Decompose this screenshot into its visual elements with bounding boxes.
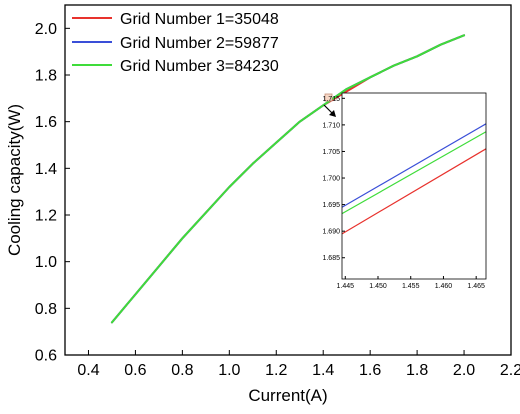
y-tick-label: 1.0 (35, 254, 57, 271)
main-x-ticks: 0.4 0.6 0.8 1.0 1.2 1.4 1.6 1.8 2.0 2.2 (77, 350, 520, 379)
inset-plot-frame (341, 92, 487, 280)
inset-series-line-3 (341, 131, 487, 215)
x-tick-label: 2.0 (453, 362, 475, 379)
series-line-3 (110, 34, 466, 324)
x-tick-label: 0.6 (124, 362, 146, 379)
inset-y-tick-label: 1.705 (322, 149, 340, 156)
y-tick-label: 2.0 (35, 21, 57, 38)
x-tick-label: 0.4 (77, 362, 99, 379)
inset-y-tick-label: 1.695 (322, 202, 340, 209)
zoom-arrow-icon (323, 104, 336, 117)
inset-x-tick-label: 1.455 (402, 283, 420, 290)
y-tick-label: 1.6 (35, 114, 57, 131)
y-tick-label: 0.6 (35, 348, 57, 365)
x-tick-label: 2.2 (500, 362, 520, 379)
y-tick-label: 1.2 (35, 208, 57, 225)
x-tick-label: 1.0 (218, 362, 240, 379)
main-series-group (110, 34, 466, 324)
x-tick-label: 1.8 (406, 362, 428, 379)
legend-label-1: Grid Number 1=35048 (120, 11, 279, 28)
y-axis-title: Cooling capacity(W) (5, 104, 24, 256)
inset-x-ticks: 1.445 1.450 1.455 1.460 1.465 (337, 276, 485, 290)
inset-y-tick-label: 1.690 (322, 229, 340, 236)
zoom-region-marker (324, 93, 333, 102)
inset-y-tick-label: 1.715 (322, 96, 340, 103)
y-tick-label: 1.4 (35, 161, 57, 178)
inset-x-tick-label: 1.450 (369, 283, 387, 290)
inset-plot-background (342, 93, 486, 279)
x-tick-label: 0.8 (171, 362, 193, 379)
inset-series-line-1 (341, 148, 487, 235)
legend-label-2: Grid Number 2=59877 (120, 35, 279, 52)
inset-y-tick-label: 1.685 (322, 255, 340, 262)
inset-x-tick-label: 1.445 (337, 283, 355, 290)
inset-y-ticks: 1.685 1.690 1.695 1.700 1.705 1.710 1.715 (322, 96, 345, 262)
legend-label-3: Grid Number 3=84230 (120, 58, 279, 75)
inset-series-group (341, 123, 487, 235)
y-tick-label: 0.8 (35, 301, 57, 318)
main-y-ticks: 0.6 0.8 1.0 1.2 1.4 1.6 1.8 2.0 (35, 21, 70, 365)
inset-series-line-2 (341, 123, 487, 208)
inset-y-tick-label: 1.710 (322, 122, 340, 129)
inset-plot: 1.445 1.450 1.455 1.460 1.465 1.685 1.690 1.69… (322, 92, 487, 290)
main-plot-frame (64, 4, 512, 356)
inset-x-tick-label: 1.465 (467, 283, 485, 290)
main-plot: 0.4 0.6 0.8 1.0 1.2 1.4 1.6 1.8 2.0 2.2 0.6 0.8 1.0… (5, 4, 520, 405)
legend: Grid Number 1=35048 Grid Number 2=59877 … (72, 11, 279, 75)
x-tick-label: 1.6 (359, 362, 381, 379)
inset-x-tick-label: 1.460 (435, 283, 453, 290)
y-tick-label: 1.8 (35, 68, 57, 85)
x-tick-label: 1.4 (312, 362, 334, 379)
x-axis-title: Current(A) (248, 386, 327, 405)
inset-y-tick-label: 1.700 (322, 176, 340, 183)
x-tick-label: 1.2 (265, 362, 287, 379)
